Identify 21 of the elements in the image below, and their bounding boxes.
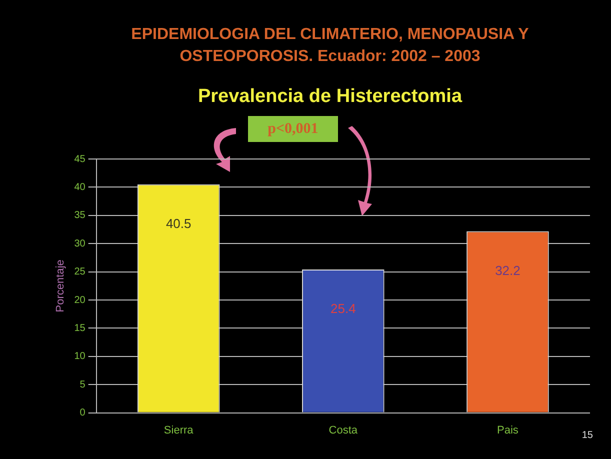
data-label: 32.2 [495,262,520,278]
text: p<0,001 [248,116,338,142]
text: 15 [582,430,593,441]
y-tick-label: 15 [74,322,86,334]
y-tick-label: 20 [74,294,86,306]
x-tick-label: Pais [497,424,519,436]
y-tick-label: 0 [80,408,86,419]
y-tick-label: 30 [74,238,86,250]
chart-subtitle: Prevalencia de Histerectomia [196,86,464,108]
y-tick-label: 45 [74,154,86,165]
y-axis-title: Porcentaje [54,260,67,312]
x-tick-label: Costa [328,424,358,436]
y-tick-label: 35 [74,210,86,222]
data-label: 40.5 [166,216,192,231]
data-label: 25.4 [330,301,356,316]
chart-title: EPIDEMIOLOGIA DEL CLIMATERIO, MENOPAUSIA Y OSTEOPOROSIS. Ecuador: 2002 – 2003 [130,25,530,67]
y-tick-label: 40 [74,182,86,193]
y-tick-label: 10 [74,351,86,362]
x-tick-label: Sierra [164,424,194,436]
y-tick-label: 5 [80,379,86,390]
y-tick-label: 25 [74,266,86,278]
